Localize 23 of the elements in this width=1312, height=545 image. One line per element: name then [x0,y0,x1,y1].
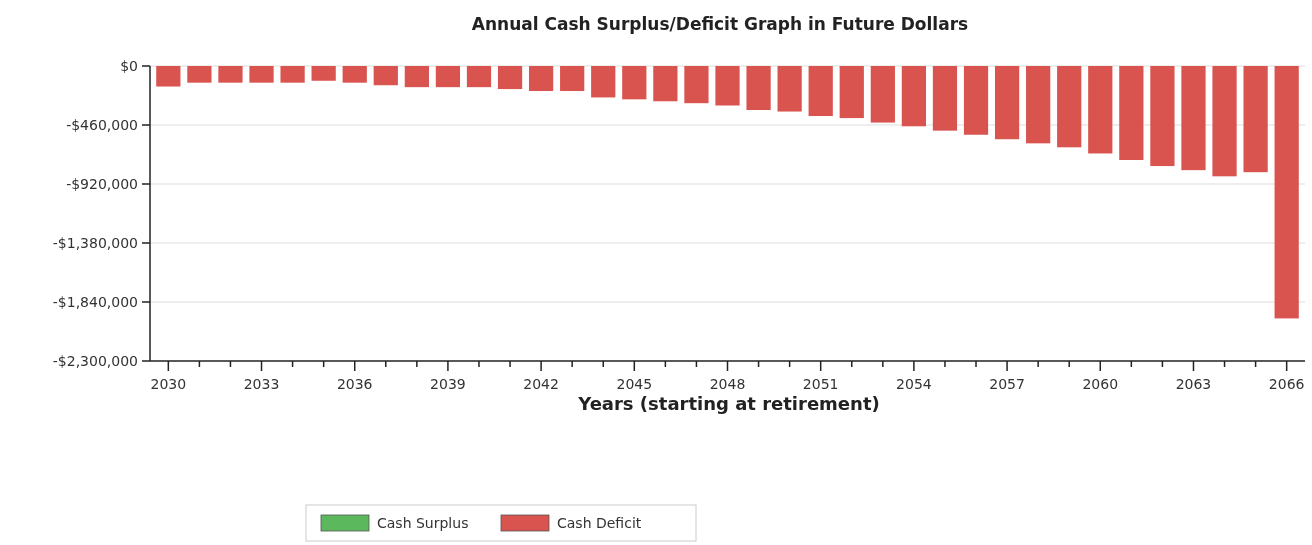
y-tick-label: -$460,000 [66,116,138,133]
y-tick-label: $0 [120,57,138,74]
y-tick-label: -$1,380,000 [52,234,138,251]
y-tick-label: -$920,000 [66,175,138,192]
x-tick-label: 2033 [243,376,280,392]
legend-label: Cash Surplus [377,514,469,531]
x-tick-label: 2051 [802,376,839,392]
x-tick-label: 2045 [616,376,653,392]
x-tick-label: 2057 [989,376,1025,392]
x-tick-label: 2048 [709,376,746,392]
chart-title: Annual Cash Surplus/Deficit Graph in Future Dollars [471,14,969,34]
legend-label: Cash Deficit [557,514,642,531]
y-tick-label: -$1,840,000 [52,293,138,310]
x-tick-label: 2042 [523,376,559,392]
x-tick-label: 2036 [336,376,373,392]
x-tick-label: 2054 [896,376,932,392]
x-tick-label: 2030 [150,376,187,392]
y-tick-label: -$2,300,000 [52,352,138,369]
x-axis-title: Years (starting at retirement) [577,393,880,414]
x-tick-label: 2060 [1082,376,1119,392]
x-tick-label: 2063 [1175,376,1212,392]
x-tick-label: 2066 [1268,376,1305,392]
x-tick-label: 2039 [430,376,466,392]
